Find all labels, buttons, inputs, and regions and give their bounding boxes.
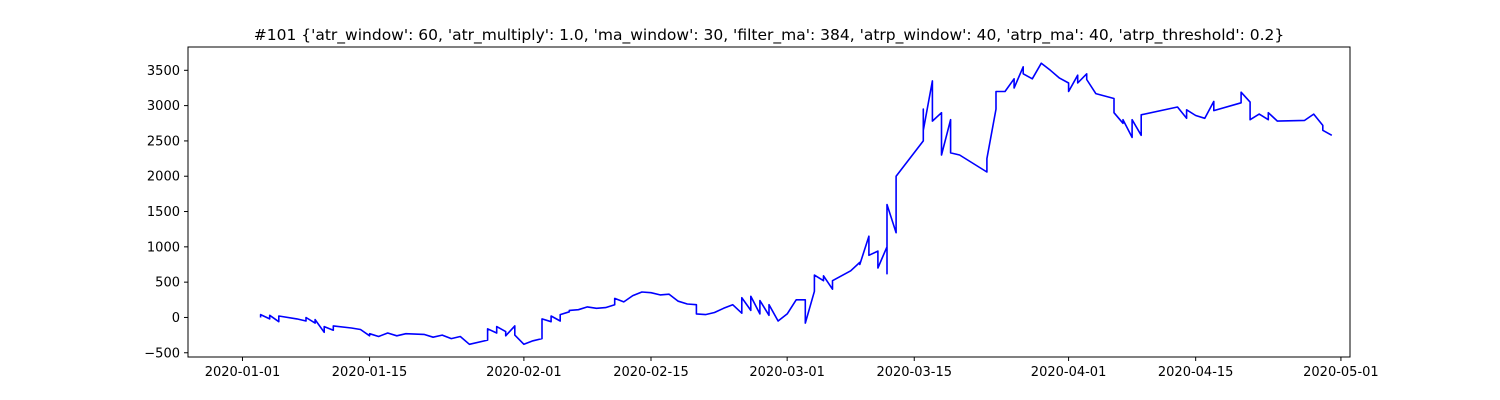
y-tick-label: 500 bbox=[155, 276, 180, 291]
x-tick-label: 2020-04-15 bbox=[1158, 365, 1234, 380]
x-tick-label: 2020-03-01 bbox=[749, 365, 825, 380]
x-tick-label: 2020-02-01 bbox=[486, 365, 562, 380]
axes: 2020-01-01 2020-01-15 2020-02-01 2020-02-15… bbox=[144, 46, 1379, 380]
x-tick-label: 2020-03-15 bbox=[876, 365, 952, 380]
y-tick-label: −500 bbox=[144, 346, 180, 361]
x-tick-label: 2020-04-01 bbox=[1031, 365, 1107, 380]
plot-frame bbox=[187, 46, 1351, 358]
x-tick-label: 2020-05-01 bbox=[1303, 365, 1379, 380]
y-tick-label: 1500 bbox=[147, 205, 180, 220]
chart-title: #101 {'atr_window': 60, 'atr_multiply': … bbox=[254, 26, 1285, 45]
y-tick-label: 0 bbox=[172, 311, 180, 326]
x-tick-label: 2020-01-01 bbox=[205, 365, 281, 380]
y-tick-label: 1000 bbox=[147, 240, 180, 255]
series-line-0 bbox=[259, 62, 1333, 346]
plot-area bbox=[259, 62, 1333, 346]
y-tick-label: 3500 bbox=[147, 64, 180, 79]
x-tick-label: 2020-02-15 bbox=[613, 365, 689, 380]
y-tick-label: 2000 bbox=[147, 170, 180, 185]
y-tick-label: 2500 bbox=[147, 134, 180, 149]
x-tick-label: 2020-01-15 bbox=[332, 365, 408, 380]
y-tick-label: 3000 bbox=[147, 99, 180, 114]
